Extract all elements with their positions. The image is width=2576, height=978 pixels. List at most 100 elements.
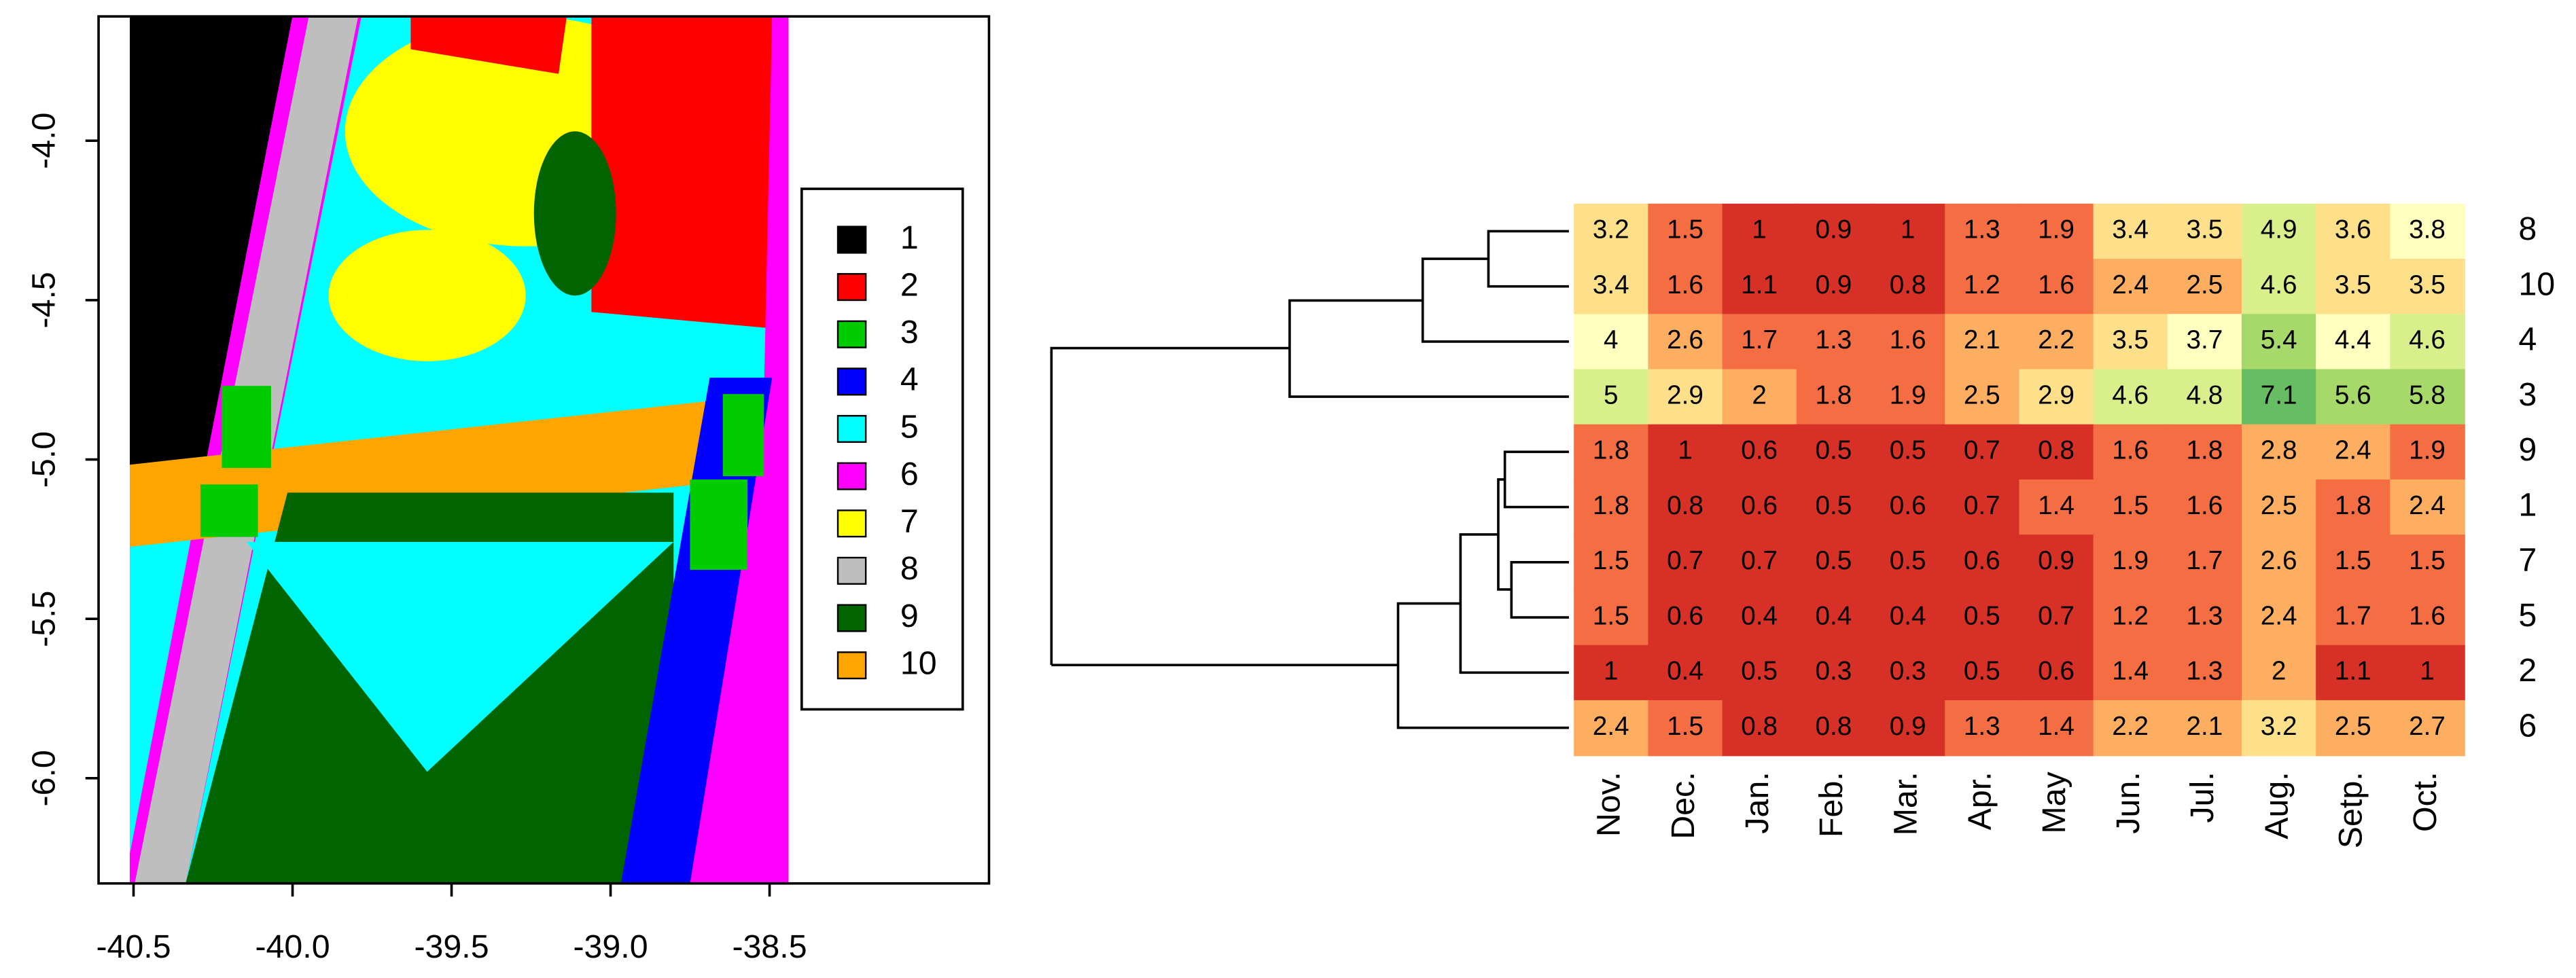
heat-cell [2093, 479, 2168, 536]
heat-cell [1722, 314, 1797, 370]
heat-cell [2093, 700, 2168, 757]
cell-label: 0.5 [1890, 546, 1926, 575]
cell-label: 2.1 [1964, 325, 2000, 355]
cell-label: 3.6 [2335, 215, 2371, 244]
cell-label: 0.6 [1667, 601, 1704, 630]
heat-cell [1796, 535, 1872, 591]
heat-cell [2316, 259, 2391, 315]
row-label: 1 [2518, 486, 2537, 523]
heat-cell [2316, 369, 2391, 425]
heat-cell [1796, 479, 1872, 536]
cell-label: 2.4 [2335, 436, 2371, 465]
legend-box [800, 187, 964, 711]
heat-cell [2241, 479, 2317, 536]
heat-cell [2019, 479, 2094, 536]
y-tick-label: -5.5 [25, 591, 62, 647]
heat-cell [2241, 369, 2317, 425]
heat-cell [1870, 259, 1946, 315]
cell-label: 0.5 [1741, 657, 1778, 686]
cell-label: 1.3 [1964, 215, 2000, 244]
row-label: 10 [2518, 266, 2555, 302]
heat-cell [2316, 479, 2391, 536]
cell-label: 2 [2272, 657, 2287, 686]
cell-label: 1.6 [2112, 436, 2149, 465]
cell-label: 1.1 [1741, 270, 1778, 300]
heat-cell [1574, 314, 1649, 370]
legend-swatch [836, 509, 867, 538]
legend-label: 7 [900, 503, 919, 540]
heat-cell [1648, 369, 1723, 425]
heat-cell [2390, 259, 2465, 315]
heat-cell [1870, 645, 1946, 702]
dendrogram [1050, 230, 1569, 729]
heat-cell [1796, 203, 1872, 260]
column-label: Apr. [1962, 772, 1998, 830]
heat-cell [1722, 424, 1797, 481]
cell-label: 1.6 [1890, 325, 1926, 355]
legend-swatch [836, 414, 867, 443]
cell-label: 0.9 [1816, 215, 1852, 244]
heat-cell [1648, 259, 1723, 315]
cell-label: 3.5 [2112, 325, 2149, 355]
column-label: May [2036, 772, 2072, 834]
heat-cell [1722, 645, 1797, 702]
heat-cell [1722, 590, 1797, 646]
cell-label: 1.5 [1667, 712, 1704, 741]
cell-label: 5.4 [2261, 325, 2297, 355]
heat-cell [2093, 535, 2168, 591]
heat-cell [2390, 314, 2465, 370]
heat-cell [2019, 424, 2094, 481]
x-tick-label: -39.5 [414, 928, 489, 965]
legend-label: 8 [900, 550, 919, 587]
cell-label: 3.2 [1593, 215, 1629, 244]
legend-label: 10 [900, 645, 937, 681]
legend-swatch [836, 462, 867, 490]
cell-label: 1.3 [2187, 657, 2223, 686]
cell-label: 5.6 [2335, 380, 2371, 410]
cell-label: 0.7 [1964, 491, 2000, 520]
cell-label: 2.8 [2261, 436, 2297, 465]
y-tick-label: -4.5 [25, 272, 62, 328]
heat-cell [1648, 424, 1723, 481]
heat-cell [1945, 424, 2020, 481]
heat-cell [2241, 700, 2317, 757]
heat-cell [1648, 645, 1723, 702]
cell-label: 1.5 [1593, 601, 1629, 630]
heat-cell [1574, 645, 1649, 702]
cell-label: 1.5 [1593, 546, 1629, 575]
cell-label: 1.5 [1667, 215, 1704, 244]
y-tick-label: -5.0 [25, 431, 62, 488]
heat-cell [2316, 314, 2391, 370]
legend-swatch [836, 320, 867, 348]
cell-label: 4.8 [2187, 380, 2223, 410]
heat-cell [1722, 203, 1797, 260]
x-tick-label: -40.5 [96, 928, 171, 965]
cell-label: 0.4 [1890, 601, 1926, 630]
heat-cell [1574, 424, 1649, 481]
heat-cell [2167, 369, 2243, 425]
legend-swatch [836, 273, 867, 302]
cell-label: 0.6 [1964, 546, 2000, 575]
heat-cell [2316, 590, 2391, 646]
column-label: Setp. [2333, 772, 2369, 848]
y-tick-label: -4.0 [25, 113, 62, 169]
heat-cell [1870, 424, 1946, 481]
cell-label: 0.6 [2038, 657, 2075, 686]
cell-label: 2.6 [1667, 325, 1704, 355]
heat-cell [1945, 535, 2020, 591]
heat-cell [2390, 203, 2465, 260]
cell-label: 0.7 [1964, 436, 2000, 465]
heat-cell [1945, 479, 2020, 536]
cell-label: 0.8 [1890, 270, 1926, 300]
plot-frame [97, 15, 991, 885]
cell-label: 4.6 [2409, 325, 2446, 355]
heat-cell [2167, 314, 2243, 370]
cell-label: 1.7 [2187, 546, 2223, 575]
heat-cell [2167, 424, 2243, 481]
cell-label: 1.8 [1593, 491, 1629, 520]
legend-label: 3 [900, 314, 919, 350]
heat-cell [2093, 424, 2168, 481]
legend-swatch [836, 225, 867, 254]
heat-cell [1945, 700, 2020, 757]
